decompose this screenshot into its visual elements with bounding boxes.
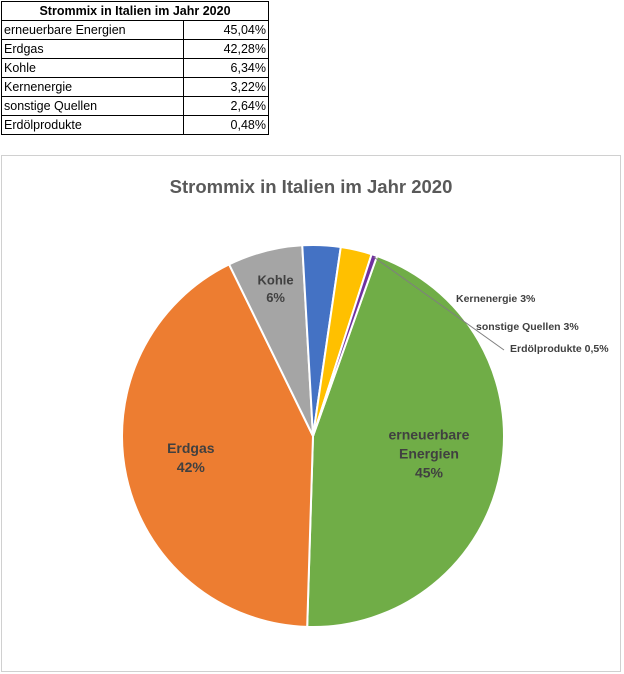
data-label: Kernenergie 3%: [456, 293, 536, 305]
leader-line: [373, 256, 505, 351]
table-cell-value: 0,48%: [183, 115, 269, 135]
table-cell-label: erneuerbare Energien: [1, 20, 184, 40]
table-row: Kernenergie 3,22%: [1, 77, 269, 97]
pie-slice-erneuerbare-energien: [306, 254, 505, 628]
table-cell-value: 6,34%: [183, 58, 269, 78]
pie-slice-erdgas: [121, 263, 315, 628]
table-header-row: Strommix in Italien im Jahr 2020: [1, 1, 269, 21]
table-cell-label: Kohle: [1, 58, 184, 78]
data-label: Kohle 6%: [258, 272, 294, 305]
table-cell-label: sonstige Quellen: [1, 96, 184, 116]
table-cell-value: 42,28%: [183, 39, 269, 59]
table-cell-value: 3,22%: [183, 77, 269, 97]
data-table: Strommix in Italien im Jahr 2020 erneuer…: [1, 1, 269, 135]
table-row: sonstige Quellen 2,64%: [1, 96, 269, 116]
table-row: Erdölprodukte 0,48%: [1, 115, 269, 135]
data-label: sonstige Quellen 3%: [476, 321, 579, 333]
table-cell-value: 2,64%: [183, 96, 269, 116]
table-row: erneuerbare Energien 45,04%: [1, 20, 269, 40]
chart-title: Strommix in Italien im Jahr 2020: [169, 176, 453, 197]
data-label: Erdgas 42%: [167, 440, 215, 475]
table-row: Kohle 6,34%: [1, 58, 269, 78]
table-cell-value: 45,04%: [183, 20, 269, 40]
table-title: Strommix in Italien im Jahr 2020: [1, 1, 269, 21]
chart-area: Strommix in Italien im Jahr 2020 erneuer…: [1, 155, 621, 672]
table-cell-label: Erdgas: [1, 39, 184, 59]
pie-chart: erneuerbare Energien 45% Erdgas 42% Kohle 6% Ke…: [121, 244, 609, 628]
data-label: Erdölprodukte 0,5%: [510, 343, 609, 355]
pie-slice-erd-lprodukte: [312, 252, 379, 437]
data-label: erneuerbare Energien 45%: [388, 427, 469, 481]
table-cell-label: Erdölprodukte: [1, 115, 184, 135]
table-cell-label: Kernenergie: [1, 77, 184, 97]
table-row: Erdgas 42,28%: [1, 39, 269, 59]
